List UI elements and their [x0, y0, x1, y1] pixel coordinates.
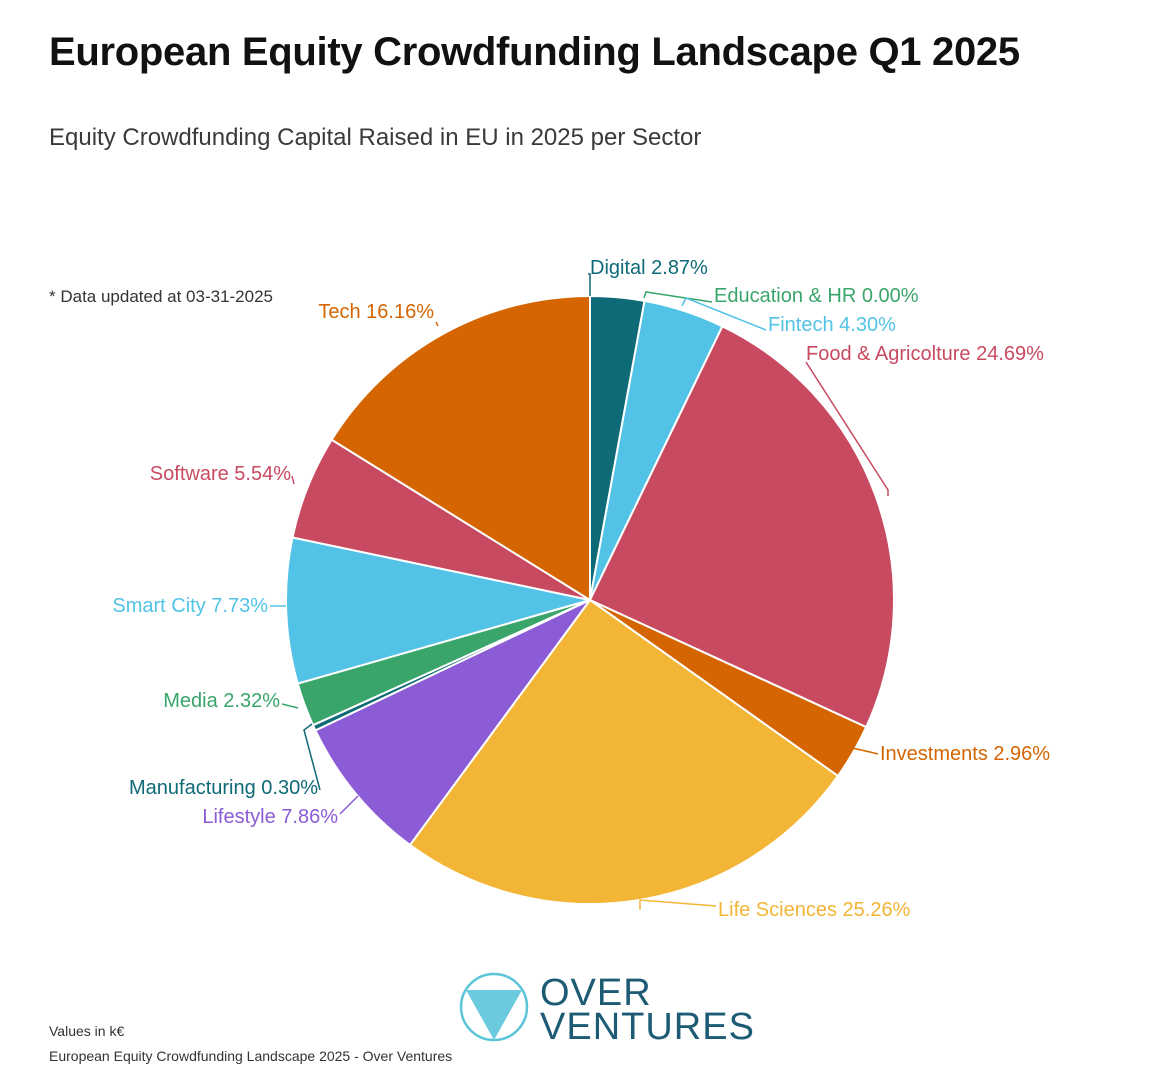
- pie-leader-lines: [270, 273, 889, 910]
- pie-label-life-sciences: Life Sciences 25.26%: [718, 899, 911, 921]
- pie-label-education-and-hr: Education & HR 0.00%: [714, 285, 919, 307]
- pie-slice-lifestyle: [314, 599, 591, 847]
- logo-text-ventures: VENTURES: [540, 1006, 755, 1048]
- pie-label-tech: Tech 16.16%: [318, 301, 434, 323]
- logo-text-over: OVER: [540, 972, 652, 1014]
- pie-label-smart-city: Smart City 7.73%: [112, 595, 268, 617]
- leader-line-life-sciences: [639, 899, 717, 910]
- leader-line-investments: [851, 747, 879, 755]
- leader-line-manufacturing: [303, 723, 321, 791]
- leader-line-tech: [435, 321, 439, 327]
- chart-title: European Equity Crowdfunding Landscape Q…: [49, 30, 1020, 74]
- chart-subtitle: Equity Crowdfunding Capital Raised in EU…: [49, 124, 702, 151]
- pie-label-software: Software 5.54%: [150, 463, 291, 485]
- pie-label-digital: Digital 2.87%: [590, 257, 708, 279]
- pie-slice-life-sciences: [408, 598, 840, 905]
- leader-line-software: [291, 475, 295, 485]
- pie-slice-tech: [330, 294, 591, 602]
- leader-line-media: [281, 703, 299, 709]
- pie-slice-food-and-agricolture: [588, 325, 895, 729]
- pie-labels: Digital 2.87% Education & HR 0.00% Fintech…: [112, 257, 1050, 921]
- leader-line-food-and-agricolture: [805, 361, 889, 496]
- logo-mark-icon: [459, 972, 529, 1042]
- leader-line-fintech: [681, 297, 767, 331]
- pie-label-fintech: Fintech 4.30%: [768, 314, 896, 336]
- pie-label-lifestyle: Lifestyle 7.86%: [202, 806, 338, 828]
- over-ventures-logo: OVER VENTURES: [458, 970, 754, 1046]
- pie-slices: [285, 294, 895, 905]
- footer-units: Values in k€: [49, 1023, 125, 1039]
- pie-label-manufacturing: Manufacturing 0.30%: [129, 777, 318, 799]
- pie-label-food-and-agricolture: Food & Agricolture 24.69%: [806, 343, 1044, 365]
- leader-line-education-and-hr: [643, 291, 713, 303]
- pie-label-media: Media 2.32%: [163, 690, 280, 712]
- leader-line-digital: [588, 273, 591, 296]
- pie-slice-smart-city: [285, 536, 591, 685]
- pie-label-investments: Investments 2.96%: [880, 743, 1050, 765]
- footer-source: European Equity Crowdfunding Landscape 2…: [49, 1048, 453, 1064]
- data-updated-note: * Data updated at 03-31-2025: [49, 287, 274, 306]
- leader-line-lifestyle: [339, 795, 359, 815]
